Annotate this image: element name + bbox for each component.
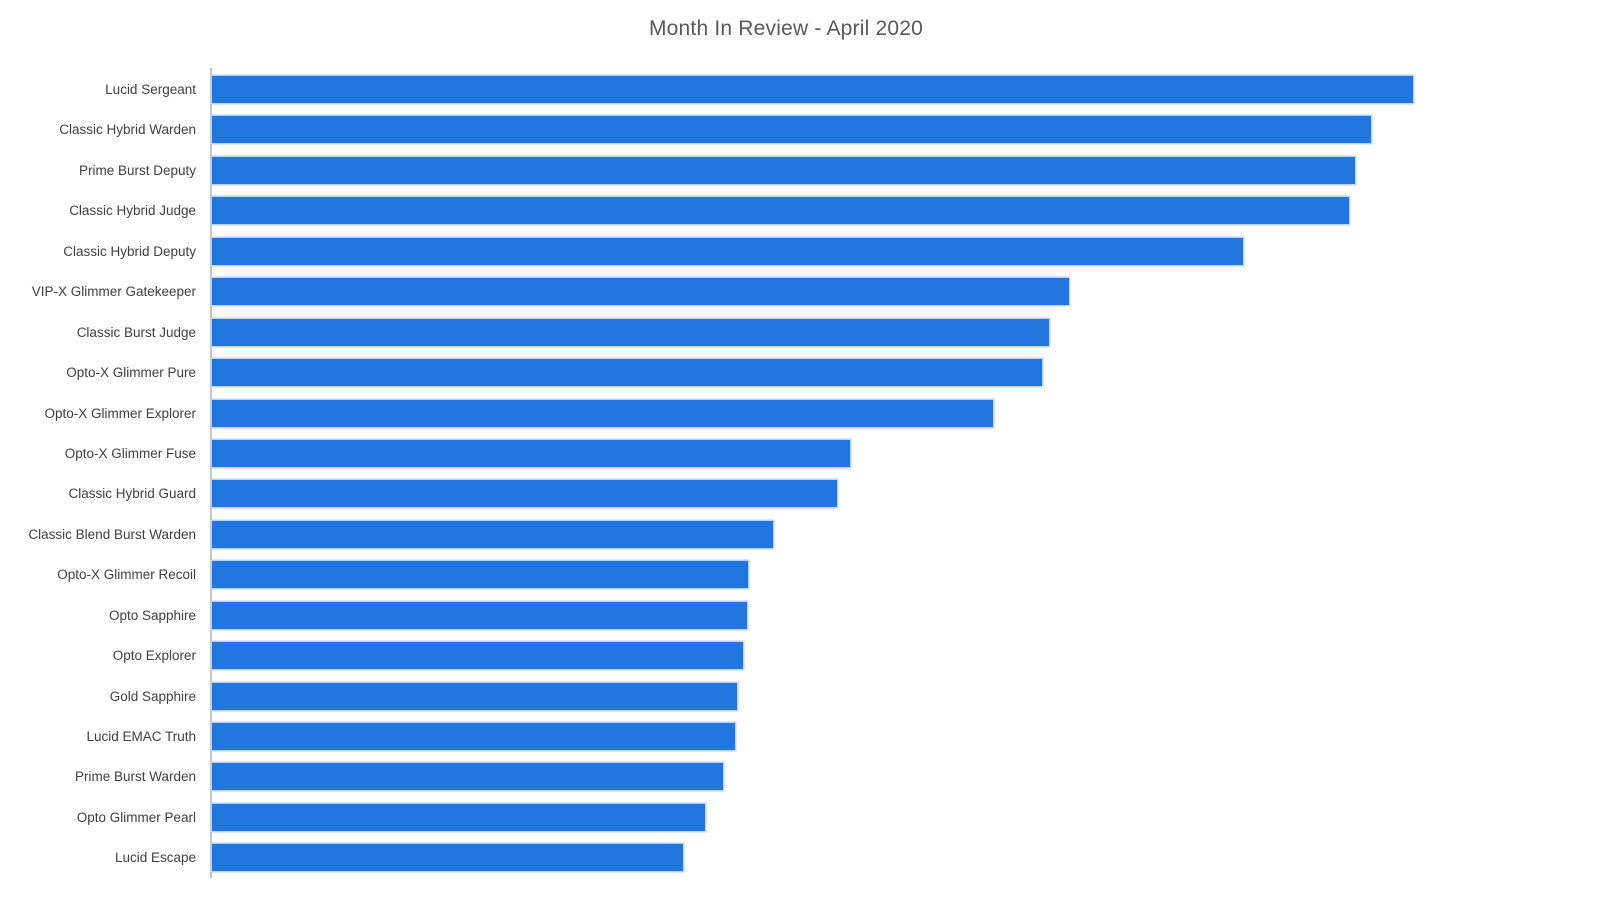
chart-title: Month In Review - April 2020 <box>648 17 924 40</box>
category-label: Classic Hybrid Guard <box>68 486 196 502</box>
bar <box>212 318 1050 346</box>
bar <box>212 156 1355 184</box>
category-label: Lucid Escape <box>114 850 196 866</box>
bar <box>212 76 1414 103</box>
bar <box>212 601 747 629</box>
bar <box>212 520 774 548</box>
bar <box>212 642 743 670</box>
bar <box>212 763 723 791</box>
category-label: Lucid EMAC Truth <box>86 729 196 745</box>
bar <box>212 197 1349 225</box>
y-axis-line <box>210 68 212 878</box>
category-label: Opto Sapphire <box>108 607 196 623</box>
category-label: Classic Hybrid Warden <box>59 122 196 138</box>
bar <box>212 682 737 710</box>
category-label: VIP-X Glimmer Gatekeeper <box>31 284 196 300</box>
category-label: Classic Burst Judge <box>76 324 196 340</box>
bar <box>212 561 748 589</box>
category-label: Opto-X Glimmer Fuse <box>64 445 196 461</box>
bar <box>212 439 850 467</box>
bar <box>212 116 1372 144</box>
category-label: Opto-X Glimmer Recoil <box>57 567 196 583</box>
bar <box>212 844 683 872</box>
category-label: Gold Sapphire <box>109 688 196 704</box>
category-label: Classic Blend Burst Warden <box>28 526 196 542</box>
bar <box>212 480 837 508</box>
category-label: Opto Explorer <box>112 648 196 664</box>
bar <box>212 399 993 427</box>
category-label: Opto Glimmer Pearl <box>76 809 196 825</box>
bar <box>212 803 705 831</box>
bar <box>212 278 1069 306</box>
category-label: Lucid Sergeant <box>105 82 196 97</box>
bar <box>212 723 735 751</box>
category-label: Opto-X Glimmer Explorer <box>44 405 196 421</box>
category-label: Opto-X Glimmer Pure <box>66 365 196 381</box>
category-label: Prime Burst Deputy <box>78 162 196 178</box>
category-label: Prime Burst Warden <box>74 769 196 785</box>
category-label: Classic Hybrid Judge <box>69 203 196 219</box>
category-label: Classic Hybrid Deputy <box>63 243 196 259</box>
bar <box>212 237 1243 265</box>
bar <box>212 359 1043 387</box>
